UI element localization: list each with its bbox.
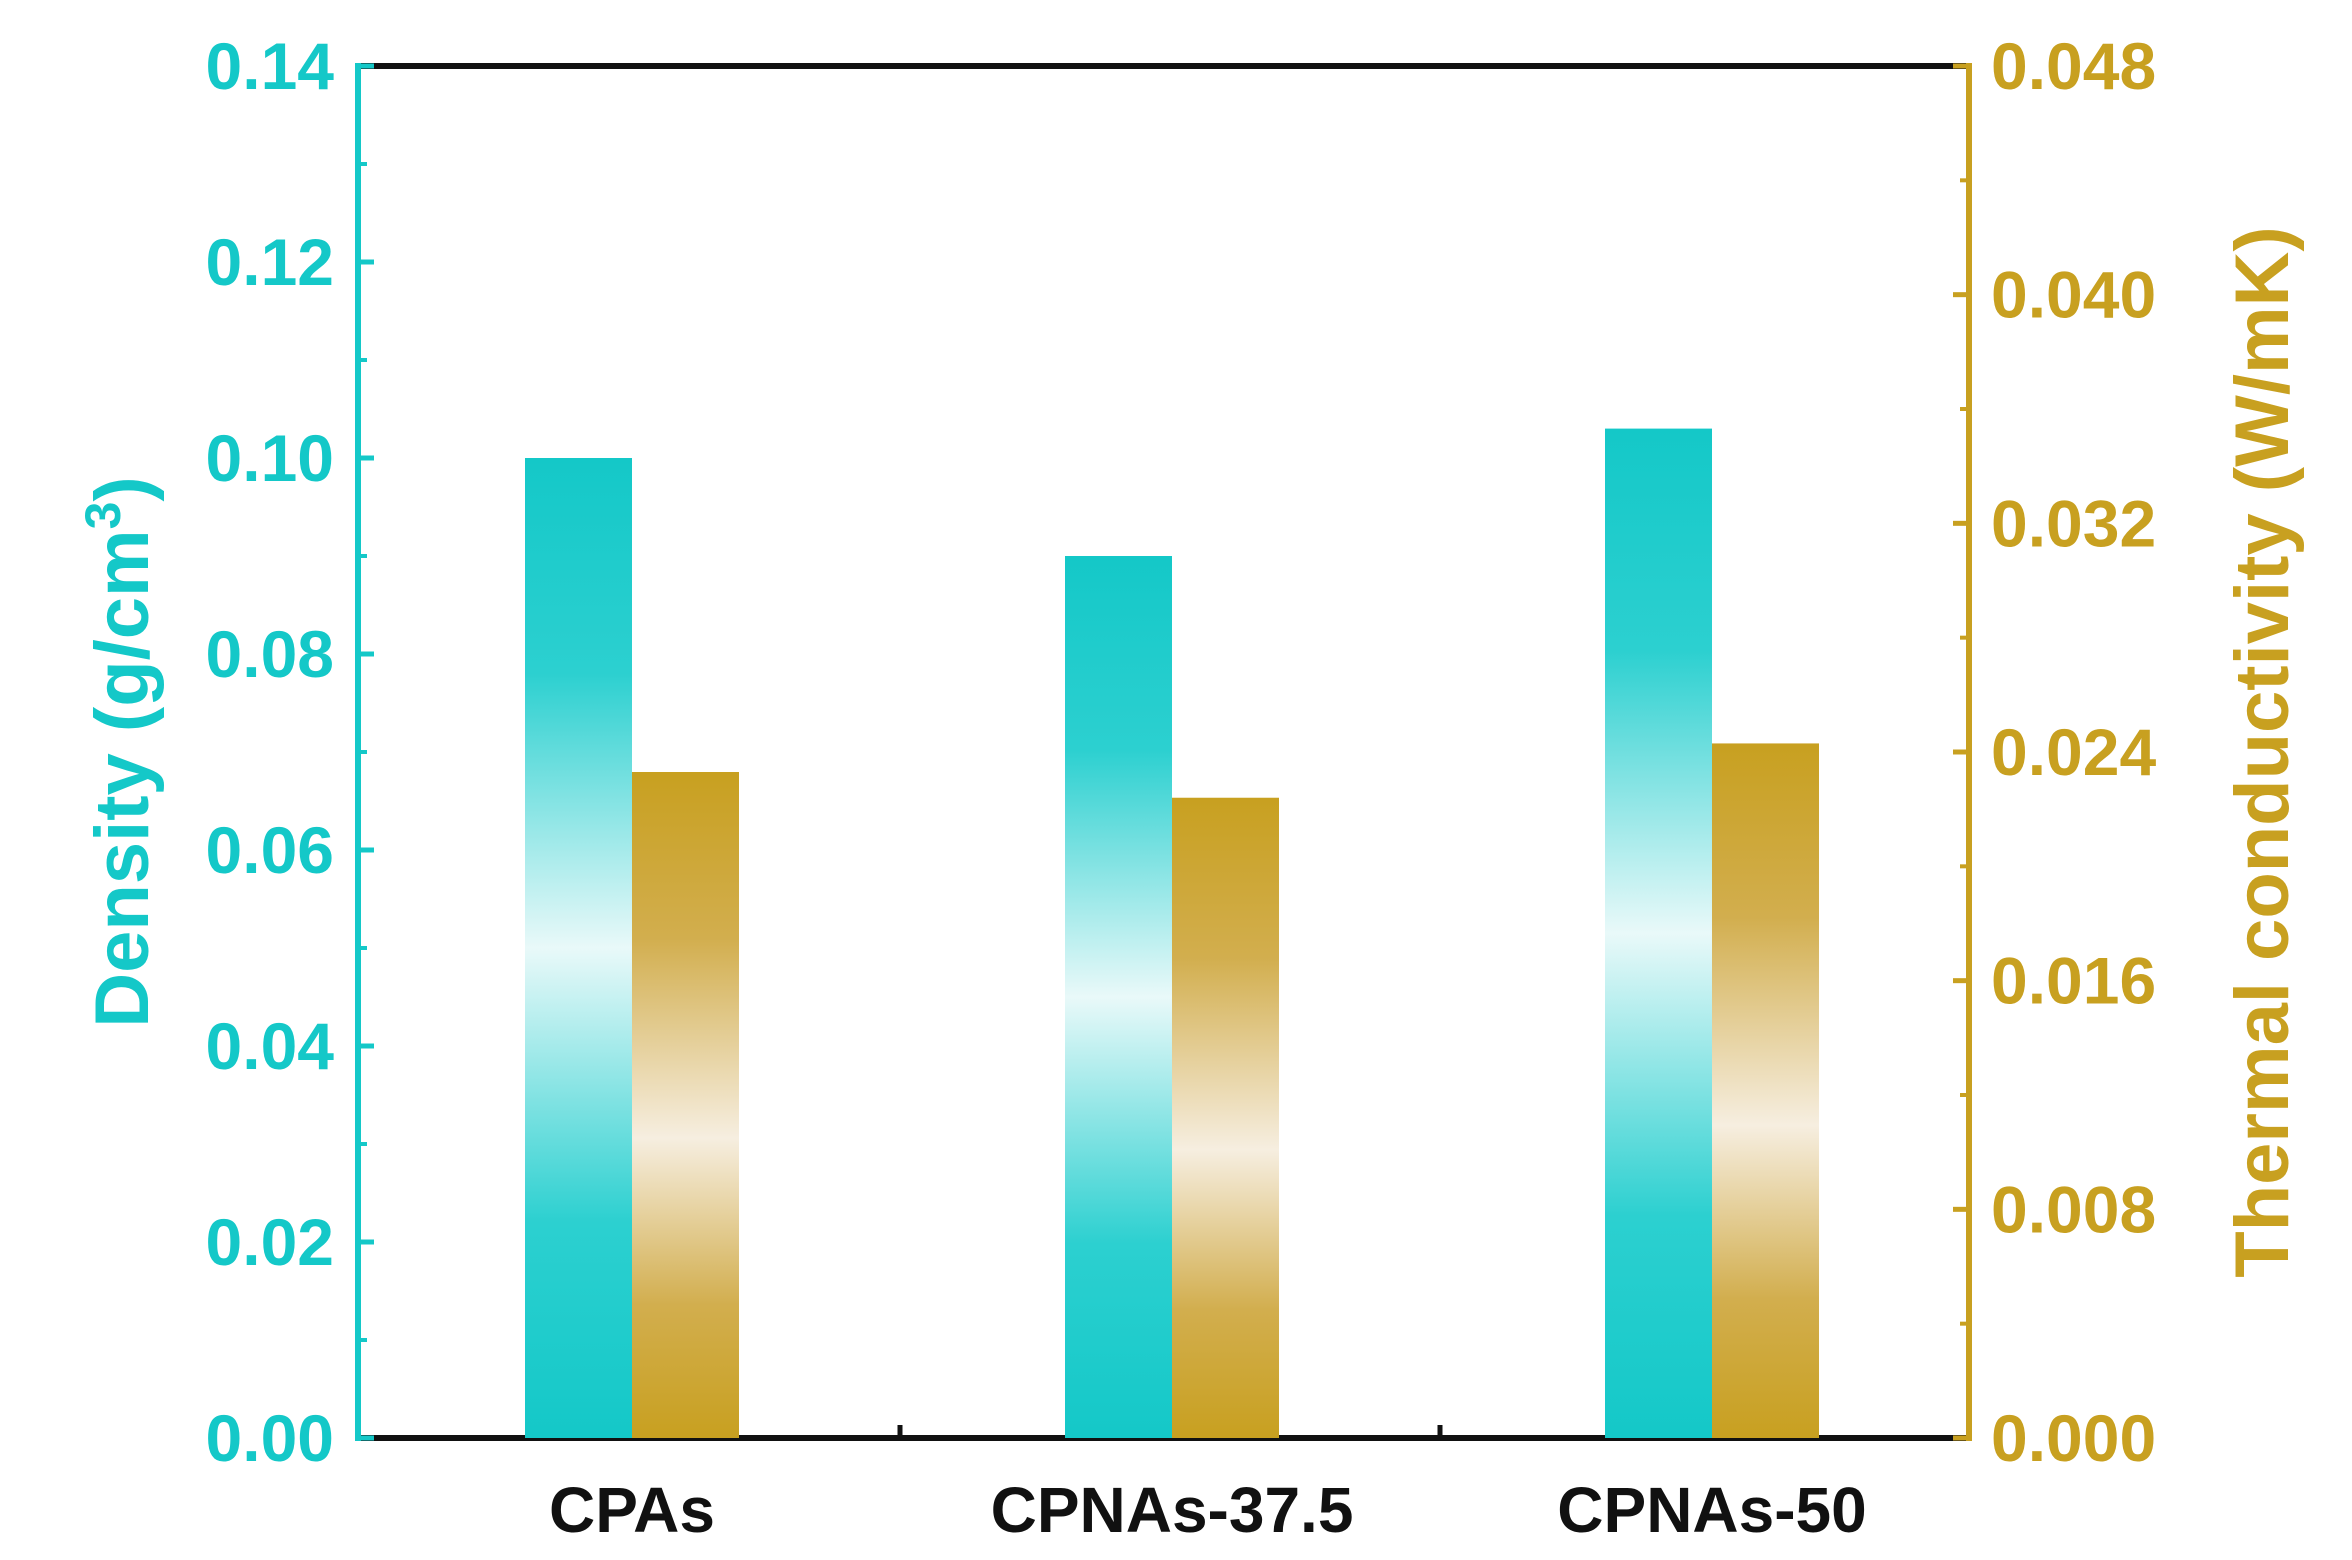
category-label-cpnas-50: CPNAs-50 [1557,1474,1866,1546]
conductivity-bar [1712,743,1819,1438]
right-tick-label: 0.000 [1991,1401,2156,1475]
left-axis-ticks: 0.00 0.02 0.04 0.06 0.08 0.10 0.12 0.14 [206,29,374,1475]
density-bar [1065,556,1172,1438]
left-tick-label: 0.08 [206,617,334,691]
right-axis-title: Thermal conductivity (W/mK) [2220,226,2305,1277]
category-label-cpnas-37-5: CPNAs-37.5 [991,1474,1354,1546]
category-label-cpas: CPAs [549,1474,715,1546]
conductivity-bar [1172,797,1279,1438]
right-tick-label: 0.008 [1991,1172,2156,1246]
left-tick-label: 0.00 [206,1401,334,1475]
right-tick-label: 0.040 [1991,258,2156,332]
density-bar [525,458,632,1438]
left-tick-label: 0.06 [206,813,334,887]
density-bar [1605,428,1712,1439]
bars [525,428,1819,1439]
right-axis-ticks: 0.000 0.008 0.016 0.024 0.032 0.040 0.048 [1953,29,2156,1475]
left-tick-label: 0.12 [206,225,334,299]
conductivity-bar [632,772,739,1438]
right-tick-label: 0.016 [1991,944,2156,1018]
left-tick-label: 0.14 [206,29,335,103]
right-tick-label: 0.032 [1991,486,2156,560]
left-axis-title: Density (g/cm3) [75,476,165,1027]
left-tick-label: 0.10 [206,421,334,495]
right-tick-label: 0.048 [1991,29,2156,103]
left-tick-label: 0.02 [206,1205,334,1279]
right-tick-label: 0.024 [1991,715,2156,789]
left-tick-label: 0.04 [206,1009,335,1083]
